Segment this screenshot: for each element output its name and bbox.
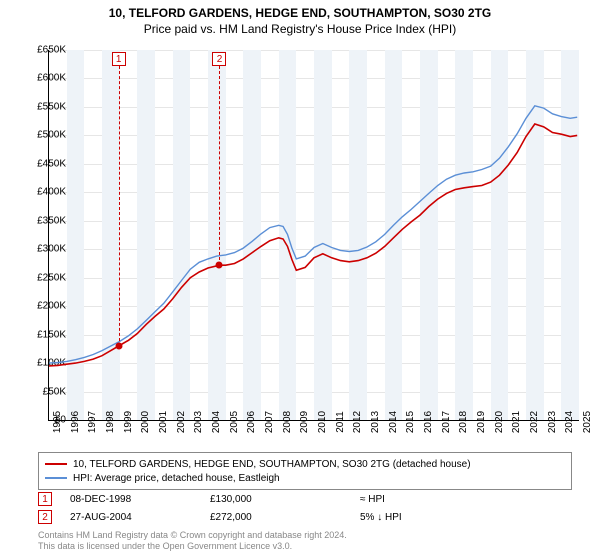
xtick-label: 2006 [246, 411, 257, 433]
xtick-label: 2021 [511, 411, 522, 433]
xtick-label: 2002 [176, 411, 187, 433]
xtick-label: 2005 [229, 411, 240, 433]
marker-badge: 2 [38, 510, 52, 524]
xtick-label: 2018 [458, 411, 469, 433]
xtick-label: 1996 [70, 411, 81, 433]
legend: 10, TELFORD GARDENS, HEDGE END, SOUTHAMP… [38, 452, 572, 490]
xtick-label: 2008 [282, 411, 293, 433]
xtick-label: 2011 [335, 411, 346, 433]
legend-row: HPI: Average price, detached house, East… [45, 471, 565, 485]
xtick-label: 2004 [211, 411, 222, 433]
xtick-label: 1998 [105, 411, 116, 433]
legend-label: HPI: Average price, detached house, East… [73, 473, 280, 484]
xtick-label: 2016 [423, 411, 434, 433]
xtick-label: 2019 [476, 411, 487, 433]
marker-pin: 1 [112, 52, 126, 66]
xtick-label: 2013 [370, 411, 381, 433]
chart-container: 10, TELFORD GARDENS, HEDGE END, SOUTHAMP… [0, 0, 600, 560]
xtick-label: 2010 [317, 411, 328, 433]
marker-pin: 2 [212, 52, 226, 66]
sale-delta: 5% ↓ HPI [360, 512, 510, 523]
xtick-label: 2022 [529, 411, 540, 433]
xtick-label: 2025 [582, 411, 593, 433]
xtick-label: 1995 [52, 411, 63, 433]
sale-delta: ≈ HPI [360, 494, 510, 505]
legend-row: 10, TELFORD GARDENS, HEDGE END, SOUTHAMP… [45, 457, 565, 471]
marker-line [219, 66, 220, 265]
series-line [49, 106, 577, 363]
sale-price: £130,000 [210, 494, 360, 505]
xtick-label: 2017 [441, 411, 452, 433]
xtick-label: 2007 [264, 411, 275, 433]
xtick-label: 2023 [547, 411, 558, 433]
marker-dot [216, 262, 223, 269]
xtick-label: 2000 [140, 411, 151, 433]
marker-dot [115, 343, 122, 350]
legend-swatch [45, 463, 67, 465]
footer: Contains HM Land Registry data © Crown c… [38, 530, 347, 552]
sales-table: 1 08-DEC-1998 £130,000 ≈ HPI 2 27-AUG-20… [38, 490, 572, 526]
xtick-label: 1997 [87, 411, 98, 433]
table-row: 2 27-AUG-2004 £272,000 5% ↓ HPI [38, 508, 572, 526]
chart-subtitle: Price paid vs. HM Land Registry's House … [0, 20, 600, 36]
legend-label: 10, TELFORD GARDENS, HEDGE END, SOUTHAMP… [73, 459, 471, 470]
xtick-label: 2001 [158, 411, 169, 433]
xtick-label: 2014 [388, 411, 399, 433]
sale-date: 27-AUG-2004 [70, 512, 210, 523]
line-series [49, 50, 579, 420]
xtick-label: 2012 [352, 411, 363, 433]
sale-price: £272,000 [210, 512, 360, 523]
xtick-label: 2003 [193, 411, 204, 433]
chart-title: 10, TELFORD GARDENS, HEDGE END, SOUTHAMP… [0, 0, 600, 20]
plot-area: 12 [48, 50, 579, 421]
table-row: 1 08-DEC-1998 £130,000 ≈ HPI [38, 490, 572, 508]
marker-line [119, 66, 120, 346]
xtick-label: 2020 [494, 411, 505, 433]
sale-date: 08-DEC-1998 [70, 494, 210, 505]
footer-line: This data is licensed under the Open Gov… [38, 541, 347, 552]
footer-line: Contains HM Land Registry data © Crown c… [38, 530, 347, 541]
xtick-label: 2015 [405, 411, 416, 433]
xtick-label: 1999 [123, 411, 134, 433]
xtick-label: 2024 [564, 411, 575, 433]
legend-swatch [45, 477, 67, 479]
xtick-label: 2009 [299, 411, 310, 433]
marker-badge: 1 [38, 492, 52, 506]
